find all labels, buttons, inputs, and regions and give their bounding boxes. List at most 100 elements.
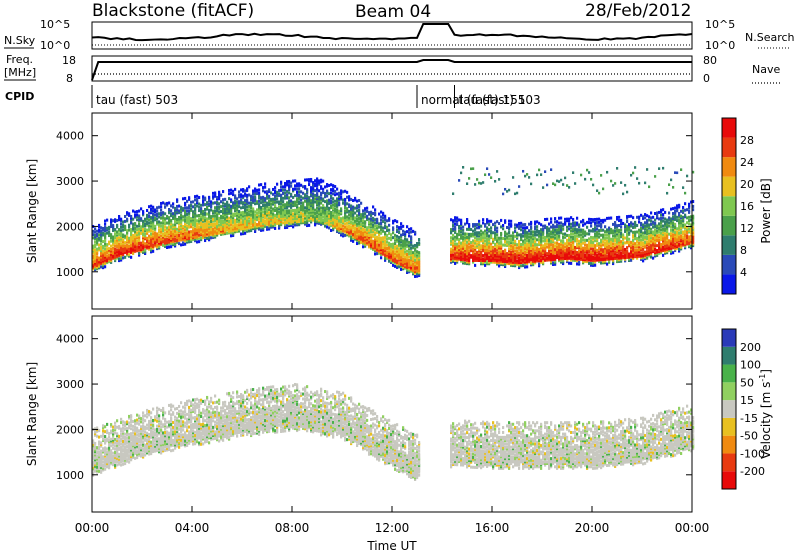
power-cell — [266, 214, 269, 218]
power-cell — [476, 245, 479, 249]
power-cell — [226, 228, 229, 232]
power-cell — [274, 195, 277, 199]
power-cell — [460, 226, 463, 230]
power-cell — [238, 223, 241, 227]
power-cell — [606, 247, 609, 251]
power-cell — [488, 242, 491, 246]
power-cell — [338, 222, 341, 226]
power-cell — [150, 243, 153, 247]
power-cell — [132, 245, 135, 249]
power-cell — [108, 258, 111, 262]
power-cell — [554, 183, 557, 187]
power-cell — [290, 212, 293, 216]
power-cell — [250, 212, 253, 216]
power-cell — [118, 228, 121, 232]
power-cell — [518, 264, 521, 268]
power-cell — [644, 237, 647, 241]
power-cell — [644, 216, 647, 220]
power-cell — [306, 214, 309, 218]
power-cell — [144, 243, 147, 247]
power-cell — [506, 257, 509, 261]
power-cell — [600, 238, 603, 242]
power-cell — [108, 232, 111, 236]
power-cell — [642, 231, 645, 235]
power-cell — [340, 230, 343, 234]
power-cell — [342, 234, 345, 238]
power-cell — [216, 213, 219, 217]
power-cell — [592, 255, 595, 259]
power-cell — [570, 252, 573, 256]
power-cell — [562, 244, 565, 248]
power-cell — [376, 242, 379, 246]
power-cell — [254, 223, 257, 227]
power-cell — [122, 238, 125, 242]
power-cell — [644, 250, 647, 254]
power-cell — [304, 199, 307, 203]
power-cell — [378, 243, 381, 247]
power-cell — [586, 258, 589, 262]
power-cell — [336, 223, 339, 227]
power-cell — [234, 199, 237, 203]
power-cell — [516, 256, 519, 260]
power-cell — [366, 236, 369, 240]
power-cell — [506, 252, 509, 256]
power-cell — [576, 239, 579, 243]
power-cell — [592, 249, 595, 253]
power-cell — [226, 204, 229, 208]
power-cell — [202, 223, 205, 227]
power-cell — [330, 214, 333, 218]
power-cell — [274, 200, 277, 204]
power-cell — [638, 251, 641, 255]
power-cell — [248, 221, 251, 225]
power-cell — [328, 213, 331, 217]
power-cell — [472, 167, 475, 170]
power-cell — [220, 214, 223, 218]
power-cell — [214, 227, 217, 231]
power-cell — [360, 201, 363, 205]
power-cell — [528, 252, 531, 256]
power-cell — [226, 200, 229, 204]
power-cell — [232, 212, 235, 216]
power-cell — [592, 241, 595, 245]
power-cell — [146, 246, 149, 250]
power-cell — [634, 225, 637, 229]
power-cell — [632, 234, 635, 238]
power-cell — [556, 241, 559, 245]
power-cell — [232, 220, 235, 224]
power-cell — [260, 183, 263, 187]
power-cell — [156, 220, 159, 224]
power-cell — [130, 229, 133, 233]
power-cell — [186, 209, 189, 213]
power-cell — [552, 225, 555, 229]
power-cell — [628, 244, 631, 248]
power-cell — [314, 200, 317, 204]
power-cell — [330, 204, 333, 208]
power-cell — [608, 255, 611, 259]
power-cell — [136, 228, 139, 232]
power-cell — [230, 209, 233, 213]
power-cell — [396, 262, 399, 266]
power-cell — [350, 228, 353, 232]
power-cell — [622, 251, 625, 255]
power-cell — [550, 248, 553, 252]
power-cell — [368, 232, 371, 236]
power-cell — [456, 236, 459, 240]
power-cell — [208, 199, 211, 203]
power-cell — [262, 207, 265, 211]
power-cell — [626, 246, 629, 250]
power-cell — [644, 257, 647, 261]
power-cell — [350, 227, 353, 231]
power-cell — [398, 239, 401, 243]
power-cell — [558, 255, 561, 259]
power-cell — [352, 215, 355, 219]
power-cell — [528, 258, 531, 262]
power-cell — [588, 221, 591, 225]
power-cell — [544, 217, 547, 221]
power-cell — [506, 253, 509, 257]
power-cell — [144, 237, 147, 241]
power-cell — [366, 206, 369, 210]
power-cell — [318, 195, 321, 199]
power-cell — [98, 263, 101, 267]
power-cell — [146, 215, 149, 219]
power-cell — [332, 218, 335, 222]
